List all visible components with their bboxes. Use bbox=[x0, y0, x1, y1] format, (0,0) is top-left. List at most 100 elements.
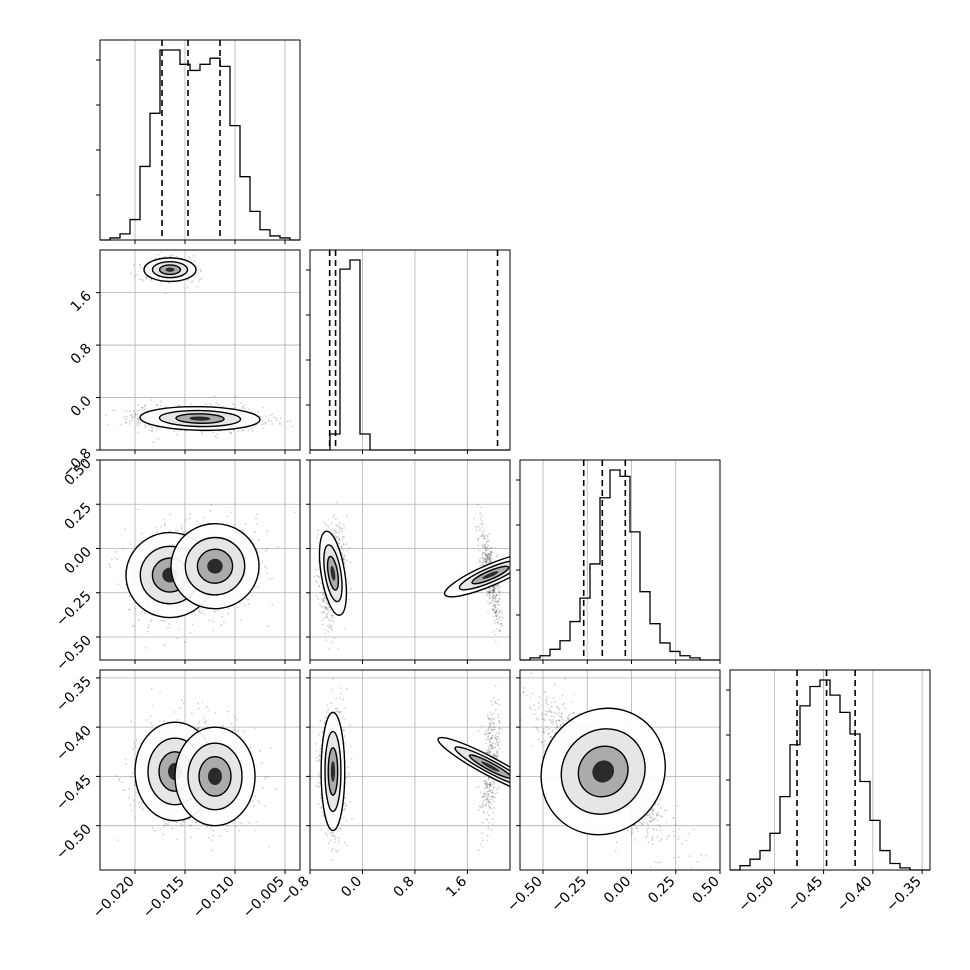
sample-point bbox=[147, 626, 150, 629]
panel-background bbox=[310, 460, 510, 660]
sample-point bbox=[331, 640, 333, 643]
sample-point bbox=[481, 561, 484, 564]
sample-point bbox=[129, 543, 132, 545]
sample-point bbox=[269, 414, 272, 416]
sample-point bbox=[494, 611, 497, 614]
sample-point bbox=[184, 519, 187, 521]
sample-point bbox=[334, 534, 336, 537]
sample-point bbox=[235, 719, 238, 721]
y-tick-label: 1.6 bbox=[68, 288, 95, 315]
sample-point bbox=[138, 805, 141, 808]
density-peak bbox=[207, 558, 223, 574]
sample-point bbox=[479, 512, 482, 515]
sample-point bbox=[315, 580, 318, 583]
sample-point bbox=[157, 427, 160, 429]
sample-point bbox=[128, 410, 131, 413]
sample-point bbox=[266, 775, 269, 778]
sample-point bbox=[274, 788, 277, 791]
sample-point bbox=[490, 554, 493, 557]
sample-point bbox=[482, 535, 485, 538]
sample-point bbox=[346, 515, 349, 518]
y-tick-label: 0.25 bbox=[61, 500, 94, 533]
sample-point bbox=[186, 286, 189, 289]
sample-point bbox=[234, 407, 237, 410]
sample-point bbox=[229, 431, 231, 433]
sample-point bbox=[131, 414, 134, 416]
sample-point bbox=[317, 575, 320, 578]
sample-point bbox=[494, 600, 497, 603]
sample-point bbox=[136, 273, 139, 276]
sample-point bbox=[131, 747, 134, 750]
sample-point bbox=[484, 553, 487, 556]
sample-point bbox=[213, 610, 216, 612]
sample-point bbox=[134, 413, 137, 416]
sample-point bbox=[497, 591, 500, 594]
sample-point bbox=[293, 511, 296, 514]
sample-point bbox=[264, 421, 267, 424]
sample-point bbox=[216, 433, 218, 435]
sample-point bbox=[327, 603, 329, 606]
sample-point bbox=[130, 776, 133, 778]
sample-point bbox=[342, 549, 345, 552]
sample-point bbox=[133, 414, 136, 417]
panel-frame bbox=[99, 39, 301, 241]
sample-point bbox=[336, 501, 339, 504]
sample-point bbox=[343, 555, 345, 558]
sample-point bbox=[156, 404, 159, 406]
sample-point bbox=[491, 600, 494, 602]
sample-point bbox=[336, 537, 339, 540]
sample-point bbox=[134, 275, 137, 278]
sample-point bbox=[482, 557, 485, 560]
sample-point bbox=[142, 279, 145, 282]
sample-point bbox=[131, 625, 134, 628]
sample-point bbox=[489, 560, 492, 563]
y-tick-label: 0.00 bbox=[61, 544, 94, 577]
sample-point bbox=[212, 431, 214, 434]
sample-point bbox=[229, 511, 232, 514]
sample-point bbox=[485, 534, 488, 537]
sample-point bbox=[328, 623, 331, 626]
sample-point bbox=[131, 416, 133, 418]
sample-point bbox=[494, 611, 497, 613]
sample-point bbox=[497, 604, 499, 607]
sample-point bbox=[483, 543, 486, 546]
sample-point bbox=[223, 621, 225, 624]
sample-point bbox=[480, 522, 483, 525]
sample-point bbox=[159, 404, 162, 407]
sample-point bbox=[205, 720, 208, 722]
sample-point bbox=[150, 399, 153, 401]
sample-point bbox=[242, 429, 244, 432]
sample-point bbox=[254, 585, 257, 588]
sample-point bbox=[147, 623, 150, 626]
sample-point bbox=[483, 537, 486, 540]
sample-point bbox=[333, 531, 336, 534]
sample-point bbox=[493, 605, 495, 607]
sample-point bbox=[495, 587, 497, 590]
sample-point bbox=[488, 591, 491, 594]
sample-point bbox=[494, 606, 497, 609]
sample-point bbox=[495, 593, 498, 596]
sample-point bbox=[497, 584, 499, 587]
sample-point bbox=[254, 530, 257, 533]
sample-point bbox=[479, 557, 481, 560]
sample-point bbox=[321, 623, 324, 626]
sample-point bbox=[477, 549, 480, 552]
sample-point bbox=[486, 546, 489, 549]
sample-point bbox=[151, 826, 154, 829]
sample-point bbox=[117, 583, 120, 586]
sample-point bbox=[203, 613, 206, 616]
sample-point bbox=[346, 559, 349, 562]
sample-point bbox=[477, 537, 480, 540]
sample-point bbox=[480, 535, 483, 538]
sample-point bbox=[494, 641, 497, 643]
sample-point bbox=[201, 610, 204, 613]
sample-point bbox=[244, 403, 247, 406]
sample-point bbox=[483, 529, 485, 532]
sample-point bbox=[498, 603, 501, 606]
sample-point bbox=[485, 553, 488, 556]
scatter-panel-p0-p1: −0.80.00.81.6 bbox=[59, 249, 301, 481]
sample-point bbox=[336, 524, 339, 527]
sample-point bbox=[496, 614, 498, 617]
sample-point bbox=[190, 836, 193, 839]
sample-point bbox=[490, 589, 492, 592]
